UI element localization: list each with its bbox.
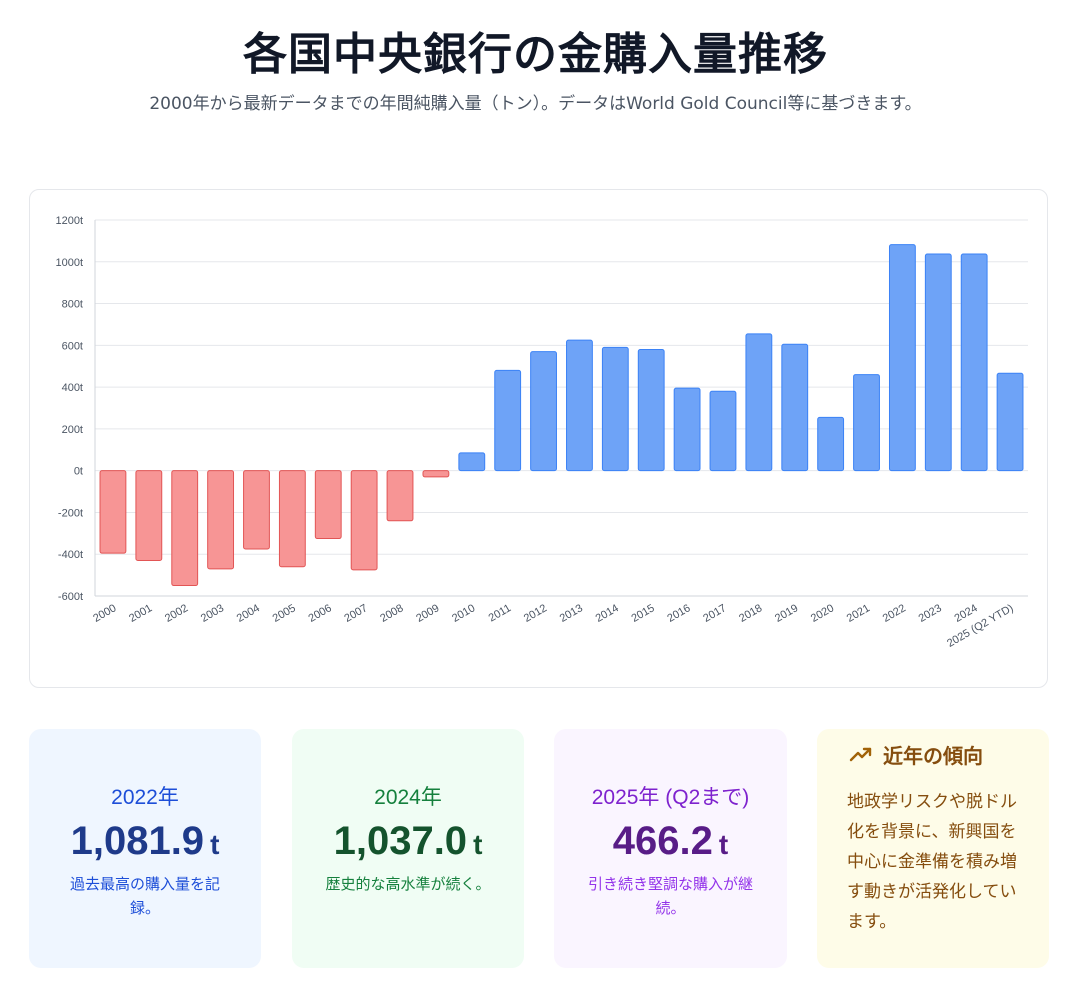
trend-body: 地政学リスクや脱ドル化を背景に、新興国を中心に金準備を積み増す動きが活発化してい… bbox=[847, 792, 1017, 932]
stat-number: 1,081.9 bbox=[70, 819, 205, 863]
stat-value: 1,037.0 t bbox=[292, 819, 524, 864]
x-tick-label: 2006 bbox=[307, 602, 334, 625]
bar bbox=[243, 470, 270, 550]
bar bbox=[422, 470, 450, 478]
stat-note: 歴史的な高水準が続く。 bbox=[325, 875, 491, 893]
x-tick-label: 2019 bbox=[773, 602, 800, 625]
trending-up-icon bbox=[849, 744, 873, 764]
bar bbox=[709, 390, 737, 472]
y-tick-label: -400t bbox=[58, 549, 83, 561]
stat-unit: t bbox=[210, 829, 220, 860]
stat-note: 引き続き堅調な購入が継続。 bbox=[587, 875, 753, 917]
x-tick-label: 2017 bbox=[701, 602, 728, 625]
x-tick-label: 2016 bbox=[665, 602, 692, 625]
bar bbox=[601, 346, 629, 472]
x-tick-label: 2015 bbox=[630, 602, 657, 625]
bar bbox=[350, 470, 378, 571]
stat-card-2024: 2024年 1,037.0 t 歴史的な高水準が続く。 bbox=[292, 729, 524, 968]
x-tick-label: 2023 bbox=[917, 602, 944, 625]
x-tick-label: 2008 bbox=[378, 602, 405, 625]
x-tick-label: 2020 bbox=[809, 602, 836, 625]
x-tick-label: 2022 bbox=[881, 602, 908, 625]
x-tick-label: 2010 bbox=[450, 602, 477, 625]
y-tick-label: 800t bbox=[62, 299, 83, 311]
x-tick-label: 2005 bbox=[271, 602, 298, 625]
bar bbox=[996, 372, 1024, 472]
bar bbox=[530, 351, 557, 472]
bar bbox=[888, 244, 916, 472]
bar bbox=[278, 470, 306, 568]
bar bbox=[566, 339, 593, 472]
x-tick-label: 2001 bbox=[127, 602, 154, 625]
stat-card-2025: 2025年 (Q2まで) 466.2 t 引き続き堅調な購入が継続。 bbox=[554, 729, 787, 968]
bar bbox=[960, 253, 988, 472]
bar bbox=[924, 253, 952, 472]
x-tick-label: 2007 bbox=[342, 602, 369, 625]
trend-title: 近年の傾向 bbox=[883, 743, 983, 768]
bar bbox=[458, 452, 486, 472]
x-tick-label: 2012 bbox=[522, 602, 549, 625]
bar bbox=[637, 349, 665, 472]
stat-number: 1,037.0 bbox=[333, 819, 468, 863]
y-tick-label: 600t bbox=[62, 340, 83, 352]
y-tick-label: 1200t bbox=[55, 215, 83, 227]
stat-value: 466.2 t bbox=[554, 819, 787, 864]
y-tick-label: 400t bbox=[62, 382, 83, 394]
bar bbox=[207, 470, 235, 570]
x-tick-label: 2018 bbox=[737, 602, 764, 625]
stat-note: 過去最高の購入量を記録。 bbox=[69, 875, 220, 917]
page-subtitle: 2000年から最新データまでの年間純購入量（トン）。データはWorld Gold… bbox=[149, 94, 922, 114]
trend-header: 近年の傾向 bbox=[849, 741, 983, 768]
bar bbox=[386, 470, 414, 522]
page-title: 各国中央銀行の金購入量推移 bbox=[243, 29, 828, 80]
bar-chart: 1200t 1000t 800t 600t 400t 200t 0t -200t -400t -6… bbox=[55, 215, 1028, 650]
x-tick-label: 2009 bbox=[414, 602, 441, 625]
stat-year: 2025年 (Q2まで) bbox=[591, 786, 750, 809]
bar bbox=[171, 470, 199, 587]
stat-year: 2024年 bbox=[374, 786, 442, 809]
y-tick-label: -600t bbox=[58, 591, 83, 603]
bar bbox=[99, 470, 127, 554]
trend-card: 近年の傾向 地政学リスクや脱ドル化を背景に、新興国を中心に金準備を積み増す動きが… bbox=[817, 729, 1049, 968]
stat-card-2022: 2022年 1,081.9 t 過去最高の購入量を記録。 bbox=[29, 729, 261, 968]
x-tick-label: 2011 bbox=[487, 602, 513, 624]
stat-unit: t bbox=[473, 829, 483, 860]
x-tick-label: 2000 bbox=[91, 602, 118, 625]
bar bbox=[673, 387, 701, 472]
y-tick-label: -200t bbox=[58, 507, 83, 519]
bar bbox=[314, 470, 342, 540]
stat-value: 1,081.9 t bbox=[29, 819, 261, 864]
stat-unit: t bbox=[718, 829, 729, 860]
y-tick-label: 1000t bbox=[55, 257, 83, 269]
bar bbox=[853, 374, 880, 472]
bar bbox=[745, 333, 773, 472]
stat-number: 466.2 bbox=[612, 819, 713, 863]
bar bbox=[135, 470, 163, 561]
y-tick-label: 200t bbox=[62, 424, 83, 436]
x-tick-label: 2002 bbox=[163, 602, 190, 625]
bar bbox=[817, 416, 845, 472]
x-tick-label: 2003 bbox=[199, 602, 226, 625]
x-tick-label: 2014 bbox=[594, 602, 621, 625]
x-tick-label: 2021 bbox=[845, 602, 872, 625]
bar bbox=[494, 369, 522, 472]
bar bbox=[781, 343, 809, 472]
x-tick-label: 2013 bbox=[558, 602, 585, 625]
x-tick-label: 2025 (Q2 YTD) bbox=[945, 602, 1015, 650]
chart-card: 1200t 1000t 800t 600t 400t 200t 0t -200t -400t -6… bbox=[29, 189, 1048, 688]
x-tick-label: 2004 bbox=[235, 602, 262, 625]
y-tick-label: 0t bbox=[74, 466, 83, 478]
stat-year: 2022年 bbox=[111, 786, 179, 809]
